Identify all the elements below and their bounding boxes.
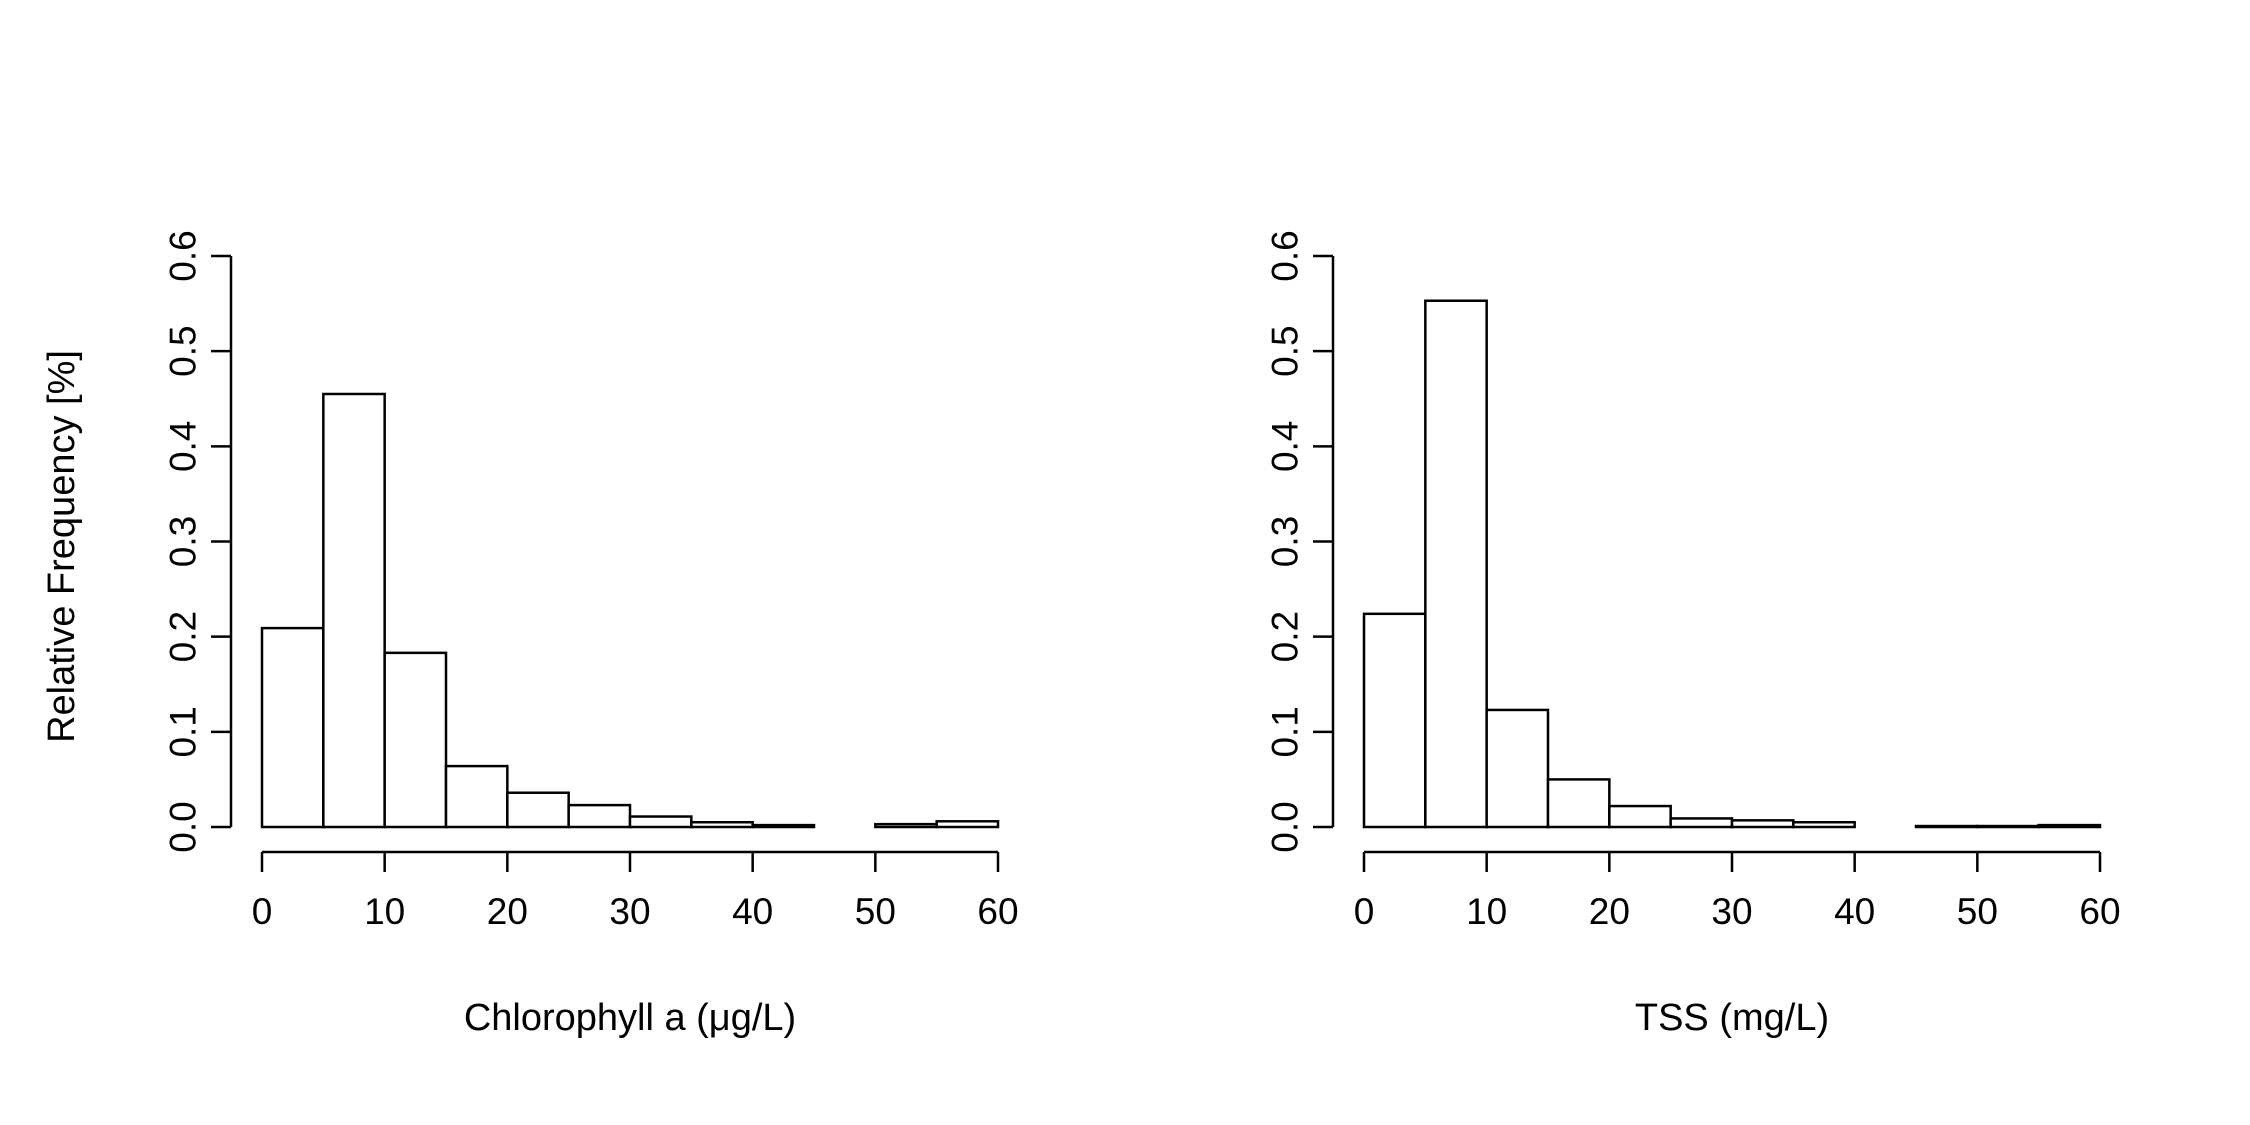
histogram-bar	[1424, 299, 1488, 829]
y-tick-label: 0.5	[163, 325, 204, 376]
y-tick-label: 0.3	[1265, 516, 1306, 567]
y-tick-label: 0.6	[1265, 230, 1306, 281]
histogram-bar	[444, 764, 509, 829]
histogram-bar	[260, 626, 325, 829]
x-tick-label: 20	[1589, 891, 1630, 932]
histogram-bar	[1362, 612, 1427, 829]
histogram-bar	[874, 822, 938, 829]
x-tick-label: 60	[977, 891, 1018, 932]
histogram-bar	[935, 820, 1000, 829]
tss-histogram-panel: 0.0 0.1 0.2 0.3 0.4 0.5 0.6 0 10 20 30 40 50 60 TSS (m…	[1265, 230, 2121, 1039]
y-tick-label: 0.2	[1265, 611, 1306, 662]
histogram-bar	[1914, 824, 1979, 829]
y-axis-label: Relative Frequency [%]	[41, 350, 83, 743]
x-tick-label: 10	[364, 891, 405, 932]
y-tick-label: 0.4	[1265, 421, 1306, 472]
histogram-bar	[1608, 804, 1672, 829]
histogram-bar	[322, 392, 386, 829]
y-tick-label: 0.1	[163, 706, 204, 757]
x-tick-label: 40	[1834, 891, 1875, 932]
x-tick-label: 20	[487, 891, 528, 932]
histogram-bar	[690, 820, 754, 829]
x-tick-label: 30	[609, 891, 650, 932]
histogram-bar	[1669, 817, 1734, 829]
x-tick-label: 30	[1711, 891, 1752, 932]
histogram-bar	[628, 815, 693, 829]
chlorophyll-histogram-panel: 0.0 0.1 0.2 0.3 0.4 0.5 0.6 0 10 20 30 40 50 60 Chloro…	[41, 230, 1019, 1039]
histogram-bar	[383, 651, 448, 829]
histogram-bar	[567, 803, 632, 829]
histogram-bar	[1546, 778, 1611, 829]
x-tick-label: 0	[252, 891, 273, 932]
y-tick-label: 0.5	[1265, 325, 1306, 376]
y-tick-label: 0.1	[1265, 706, 1306, 757]
x-axis-label: Chlorophyll a (μg/L)	[464, 997, 796, 1039]
histogram-bar	[1792, 820, 1856, 829]
histogram-bar	[1485, 708, 1550, 829]
x-tick-label: 40	[732, 891, 773, 932]
y-tick-label: 0.4	[163, 421, 204, 472]
y-tick-label: 0.0	[1265, 801, 1306, 852]
y-tick-label: 0.2	[163, 611, 204, 662]
x-tick-label: 60	[2079, 891, 2120, 932]
y-tick-label: 0.6	[163, 230, 204, 281]
histogram-bar	[1730, 819, 1795, 829]
x-tick-label: 50	[1957, 891, 1998, 932]
x-tick-label: 10	[1466, 891, 1507, 932]
histogram-bar	[1976, 824, 2040, 829]
y-tick-label: 0.3	[163, 516, 204, 567]
x-tick-label: 0	[1354, 891, 1375, 932]
histogram-bar	[751, 823, 816, 829]
histogram-bar	[2037, 823, 2102, 829]
x-axis-label: TSS (mg/L)	[1635, 997, 1829, 1039]
histogram-bar	[506, 791, 570, 829]
y-tick-label: 0.0	[163, 801, 204, 852]
x-tick-label: 50	[855, 891, 896, 932]
